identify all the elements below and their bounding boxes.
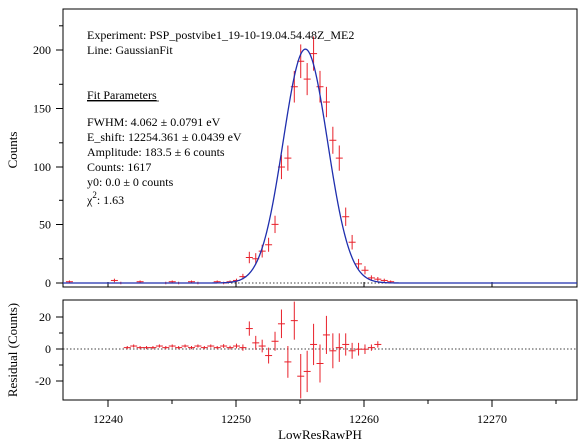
residual-data-point xyxy=(245,321,253,336)
gaussian-fit-curve xyxy=(63,48,577,284)
residual-data-point xyxy=(342,333,350,356)
chi-symbol: χ xyxy=(86,193,93,207)
residual-data-point xyxy=(123,346,131,350)
residual-data-point xyxy=(348,342,356,359)
main-data-point xyxy=(342,207,350,226)
residual-data-point xyxy=(188,346,195,350)
main-data-point xyxy=(361,266,369,275)
main-y-tick-label: 150 xyxy=(33,102,51,116)
residual-data-point xyxy=(265,347,273,364)
main-y-tick-label: 0 xyxy=(45,276,51,290)
residual-data-point xyxy=(284,346,292,378)
main-data-point xyxy=(335,145,343,171)
fit-parameters-header: Fit Parameters xyxy=(87,88,157,102)
residual-data-point xyxy=(220,344,228,348)
main-plot-frame xyxy=(62,8,578,288)
main-y-axis: 0 50 100 150 200 xyxy=(33,25,63,290)
fwhm-label: FWHM: 4.062 ± 0.0791 eV xyxy=(87,115,221,129)
main-data-point xyxy=(322,86,330,118)
x-axis-title: LowResRawPH xyxy=(278,427,362,442)
residual-data-point xyxy=(162,346,170,350)
main-data-point xyxy=(355,258,363,269)
x-axis: 12240 12250 12260 12270 xyxy=(93,282,557,426)
residual-data-point xyxy=(232,343,240,349)
x-tick-label: 12240 xyxy=(93,412,123,426)
main-data-point xyxy=(271,215,279,234)
residual-data-point xyxy=(226,345,234,350)
residual-data-point xyxy=(207,344,215,348)
residual-data-point xyxy=(155,344,163,348)
main-data-point xyxy=(303,63,311,96)
e-shift-label: E_shift: 12254.361 ± 0.0439 eV xyxy=(87,130,242,144)
residual-data-point xyxy=(355,342,363,356)
main-data-point xyxy=(110,278,118,283)
counts-label: Counts: 1617 xyxy=(87,160,151,174)
amplitude-label: Amplitude: 183.5 ± 6 counts xyxy=(87,145,225,159)
chi-square-label: χ2: 1.63 xyxy=(86,190,124,207)
residual-y-tick-label: 20 xyxy=(39,310,51,324)
main-y-tick-label: 200 xyxy=(33,43,51,57)
residual-y-axis-title: Residual (Counts) xyxy=(5,303,20,397)
main-y-tick-label: 50 xyxy=(39,218,51,232)
residual-data-point xyxy=(271,331,279,351)
residual-data-point xyxy=(297,353,305,399)
main-y-tick-label: 100 xyxy=(33,160,51,174)
residual-data-point xyxy=(374,341,382,348)
main-data-point xyxy=(348,234,356,250)
main-y-axis-title: Counts xyxy=(5,132,20,169)
residual-data-point xyxy=(310,323,318,366)
residual-data-point xyxy=(200,346,208,350)
residual-plot-frame xyxy=(62,299,578,401)
residual-y-axis: -20 0 20 xyxy=(35,310,63,388)
residual-data-point xyxy=(367,344,375,351)
residual-data-point xyxy=(149,346,157,350)
residual-data-point xyxy=(136,346,144,350)
main-data-point xyxy=(265,237,273,252)
residual-data-point xyxy=(361,344,369,354)
main-data-point xyxy=(245,251,253,264)
experiment-label: Experiment: PSP_postvibe1_19-10-19.04.54… xyxy=(87,28,354,42)
residual-y-tick-label: -20 xyxy=(35,374,51,388)
residual-data-point xyxy=(181,344,189,348)
y0-label: y0: 0.0 ± 0 counts xyxy=(87,175,174,189)
residual-data-point xyxy=(277,309,285,339)
residual-data-point xyxy=(329,333,337,369)
main-data-point xyxy=(374,277,382,282)
residual-data-point xyxy=(316,344,324,383)
residual-data-point xyxy=(258,339,266,353)
chi-superscript: 2 xyxy=(92,190,97,200)
residual-data-point xyxy=(322,315,330,354)
residual-data-point xyxy=(239,344,247,351)
x-tick-label: 12260 xyxy=(349,412,379,426)
residual-data-point xyxy=(143,346,151,350)
gaussian-fit-layer xyxy=(63,48,577,284)
fit-annotation: Experiment: PSP_postvibe1_19-10-19.04.54… xyxy=(86,28,354,207)
main-data-point xyxy=(284,145,292,171)
residual-data-point xyxy=(213,346,221,350)
residual-data-point xyxy=(290,301,298,340)
residual-data-point xyxy=(175,346,183,350)
x-tick-label: 12270 xyxy=(477,412,507,426)
main-data-point xyxy=(329,126,337,154)
residual-data-point xyxy=(252,335,260,350)
main-data-point xyxy=(380,278,388,283)
residual-y-tick-label: 0 xyxy=(45,342,51,356)
x-tick-label: 12250 xyxy=(221,412,251,426)
residual-data-point xyxy=(335,333,343,362)
residual-data-points xyxy=(123,301,382,399)
residual-data-point xyxy=(168,344,176,348)
residual-data-point xyxy=(130,344,138,348)
residual-data-point xyxy=(303,350,311,393)
line-label: Line: GaussianFit xyxy=(87,43,173,57)
chi-value: : 1.63 xyxy=(97,193,124,207)
residual-data-point xyxy=(194,344,202,348)
